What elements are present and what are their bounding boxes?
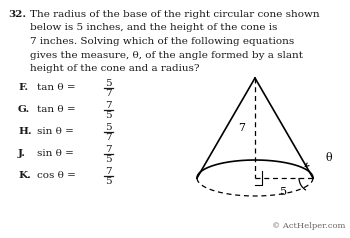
Text: K.: K. [18,172,31,180]
Text: 7 inches. Solving which of the following equations: 7 inches. Solving which of the following… [30,37,294,46]
Text: 7: 7 [105,89,111,99]
Text: sin θ =: sin θ = [37,128,77,137]
Text: 7: 7 [105,100,111,109]
Text: 5: 5 [105,111,111,120]
Text: gives the measure, θ, of the angle formed by a slant: gives the measure, θ, of the angle forme… [30,50,303,60]
Text: 5: 5 [105,123,111,132]
Text: 5: 5 [105,178,111,187]
Text: below is 5 inches, and the height of the cone is: below is 5 inches, and the height of the… [30,24,277,33]
Text: height of the cone and a radius?: height of the cone and a radius? [30,64,200,73]
Text: F.: F. [18,84,28,93]
Text: 7: 7 [105,134,111,143]
Text: 7: 7 [105,144,111,154]
Text: tan θ =: tan θ = [37,84,79,93]
Text: The radius of the base of the right circular cone shown: The radius of the base of the right circ… [30,10,320,19]
Text: 7: 7 [238,123,245,133]
Text: 7: 7 [105,167,111,175]
Text: © ActHelper.com: © ActHelper.com [272,222,345,230]
Text: 5: 5 [105,79,111,88]
Text: sin θ =: sin θ = [37,149,77,159]
Text: 5: 5 [105,155,111,164]
Text: tan θ =: tan θ = [37,105,79,114]
Text: 5: 5 [280,187,288,197]
Text: J.: J. [18,149,26,159]
Text: H.: H. [18,128,32,137]
Text: θ: θ [326,153,332,163]
Text: G.: G. [18,105,30,114]
Text: cos θ =: cos θ = [37,172,79,180]
Text: 32.: 32. [8,10,26,19]
